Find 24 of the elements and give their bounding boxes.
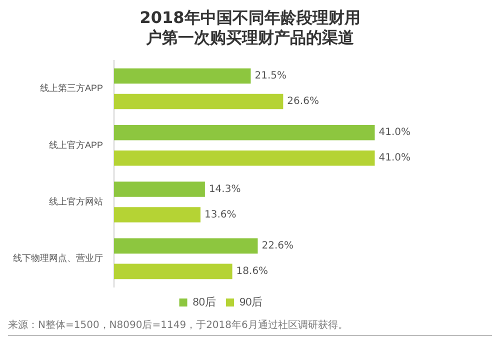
bar	[114, 150, 375, 166]
chart-title: 2018年中国不同年龄段理财用户第一次购买理财产品的渠道	[138, 8, 362, 49]
y-tick-label: 线上官方APP	[48, 140, 103, 150]
data-label: 26.6%	[287, 96, 319, 108]
data-label: 18.6%	[236, 266, 268, 278]
bar	[114, 182, 205, 197]
bar	[114, 207, 200, 222]
data-label: 14.3%	[208, 184, 241, 195]
bar	[114, 238, 258, 254]
data-label: 22.6%	[262, 240, 294, 252]
data-label: 41.0%	[378, 127, 411, 138]
source-note: 来源：N整体=1500，N8090后=1149，于2018年6月通过社区调研获得。	[8, 318, 492, 336]
legend-label: 90后	[240, 296, 263, 309]
data-label: 41.0%	[378, 152, 411, 164]
y-tick-label: 线上官方网站	[49, 196, 103, 207]
bar	[114, 94, 284, 110]
y-tick-label: 线下物理网点、营业厅	[13, 253, 103, 264]
bar	[114, 68, 251, 84]
legend-label: 80后	[192, 296, 216, 309]
y-tick-label: 线上第三方APP	[40, 83, 103, 94]
data-label: 13.6%	[204, 209, 236, 220]
bar	[114, 124, 375, 140]
bar	[114, 264, 232, 280]
data-label: 21.5%	[254, 70, 287, 82]
